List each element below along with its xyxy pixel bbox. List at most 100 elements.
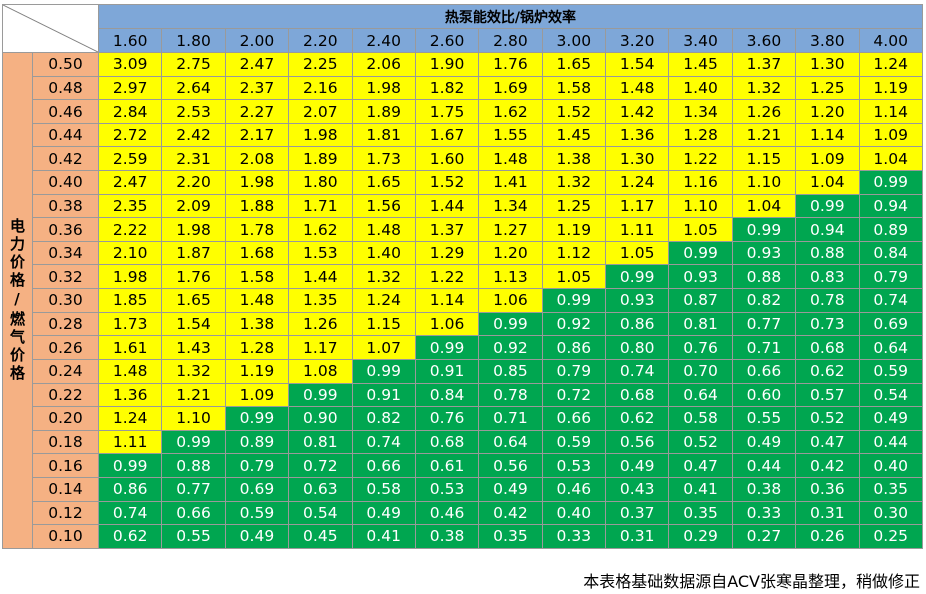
table-cell: 1.12 bbox=[542, 241, 606, 266]
table-cell: 2.22 bbox=[99, 218, 163, 242]
table-cell: 0.99 bbox=[606, 265, 670, 290]
table-cell: 1.11 bbox=[606, 218, 670, 242]
table-cell: 1.98 bbox=[162, 218, 226, 242]
column-header: 3.60 bbox=[732, 29, 797, 53]
column-header: 3.00 bbox=[542, 29, 606, 53]
table-cell: 0.85 bbox=[479, 359, 543, 384]
table-cell: 1.54 bbox=[162, 312, 226, 337]
table-cell: 1.35 bbox=[289, 289, 353, 313]
table-cell: 1.14 bbox=[796, 123, 860, 148]
table-cell: 0.99 bbox=[99, 454, 163, 478]
column-header: 2.80 bbox=[479, 29, 543, 53]
table-cell: 0.86 bbox=[99, 477, 163, 502]
table-cell: 1.22 bbox=[415, 265, 480, 290]
table-cell: 0.88 bbox=[162, 454, 226, 478]
table-cell: 0.91 bbox=[415, 359, 480, 384]
table-cell: 0.76 bbox=[415, 407, 480, 431]
table-cell: 0.54 bbox=[859, 383, 923, 408]
table-cell: 1.40 bbox=[669, 76, 733, 101]
table-cell: 0.49 bbox=[479, 477, 543, 502]
table-cell: 1.44 bbox=[289, 265, 353, 290]
table-cell: 1.54 bbox=[606, 53, 670, 77]
table-cell: 0.91 bbox=[352, 383, 416, 408]
table-cell: 0.76 bbox=[669, 336, 733, 360]
table-cell: 0.53 bbox=[415, 477, 480, 502]
table-cell: 1.25 bbox=[542, 194, 606, 219]
table-cell: 1.87 bbox=[162, 241, 226, 266]
table-cell: 0.52 bbox=[669, 430, 733, 455]
table-cell: 0.49 bbox=[225, 525, 290, 549]
table-cell: 2.84 bbox=[99, 100, 163, 124]
table-cell: 0.36 bbox=[796, 477, 860, 502]
table-cell: 0.92 bbox=[479, 336, 543, 360]
table-cell: 0.99 bbox=[859, 171, 923, 195]
column-header: 3.80 bbox=[796, 29, 860, 53]
table-cell: 0.35 bbox=[669, 501, 733, 526]
footnote: 本表格基础数据源自ACV张寒晶整理，稍做修正 bbox=[583, 572, 920, 591]
table-cell: 0.68 bbox=[415, 430, 480, 455]
table-cell: 1.21 bbox=[732, 123, 797, 148]
table-cell: 1.25 bbox=[796, 76, 860, 101]
table-cell: 1.98 bbox=[225, 171, 290, 195]
table-cell: 0.47 bbox=[669, 454, 733, 478]
table-cell: 0.74 bbox=[859, 289, 923, 313]
table-cell: 2.16 bbox=[289, 76, 353, 101]
table-cell: 0.33 bbox=[542, 525, 606, 549]
table-cell: 0.94 bbox=[796, 218, 860, 242]
table-cell: 0.57 bbox=[796, 383, 860, 408]
table-cell: 1.04 bbox=[859, 147, 923, 172]
table-cell: 1.10 bbox=[732, 171, 797, 195]
table-cell: 0.38 bbox=[415, 525, 480, 549]
table-cell: 0.66 bbox=[732, 359, 797, 384]
table-cell: 1.48 bbox=[99, 359, 163, 384]
table-cell: 0.55 bbox=[162, 525, 226, 549]
table-cell: 1.76 bbox=[479, 53, 543, 77]
table-cell: 0.64 bbox=[859, 336, 923, 360]
table-cell: 0.99 bbox=[479, 312, 543, 337]
table-cell: 0.89 bbox=[225, 430, 290, 455]
table-cell: 0.81 bbox=[669, 312, 733, 337]
table-cell: 0.41 bbox=[352, 525, 416, 549]
table-cell: 1.05 bbox=[606, 241, 670, 266]
row-header: 0.16 bbox=[33, 454, 99, 478]
table-cell: 2.59 bbox=[99, 147, 163, 172]
table-cell: 1.88 bbox=[225, 194, 290, 219]
row-header: 0.40 bbox=[33, 171, 99, 195]
table-cell: 1.19 bbox=[859, 76, 923, 101]
row-header: 0.44 bbox=[33, 123, 99, 148]
table-cell: 0.68 bbox=[606, 383, 670, 408]
table-cell: 0.35 bbox=[859, 477, 923, 502]
table-cell: 0.72 bbox=[289, 454, 353, 478]
table-cell: 0.31 bbox=[796, 501, 860, 526]
table-cell: 1.55 bbox=[479, 123, 543, 148]
table-cell: 1.45 bbox=[669, 53, 733, 77]
row-header: 0.26 bbox=[33, 336, 99, 360]
column-header: 2.60 bbox=[415, 29, 480, 53]
row-header: 0.46 bbox=[33, 100, 99, 124]
table-cell: 1.24 bbox=[99, 407, 163, 431]
table-cell: 1.56 bbox=[352, 194, 416, 219]
table-cell: 0.44 bbox=[732, 454, 797, 478]
table-cell: 0.66 bbox=[352, 454, 416, 478]
table-cell: 0.82 bbox=[732, 289, 797, 313]
table-cell: 0.66 bbox=[542, 407, 606, 431]
table-cell: 1.26 bbox=[289, 312, 353, 337]
table-cell: 1.05 bbox=[669, 218, 733, 242]
table-cell: 1.58 bbox=[542, 76, 606, 101]
table-cell: 0.89 bbox=[859, 218, 923, 242]
table-cell: 1.43 bbox=[162, 336, 226, 360]
table-cell: 0.60 bbox=[732, 383, 797, 408]
table-cell: 1.90 bbox=[415, 53, 480, 77]
corner-diagonal bbox=[3, 5, 98, 52]
table-cell: 1.11 bbox=[99, 430, 163, 455]
table-cell: 0.92 bbox=[542, 312, 606, 337]
table-cell: 1.65 bbox=[542, 53, 606, 77]
table-cell: 1.98 bbox=[352, 76, 416, 101]
table-cell: 0.86 bbox=[606, 312, 670, 337]
table-cell: 1.07 bbox=[352, 336, 416, 360]
column-header: 2.40 bbox=[352, 29, 416, 53]
row-header: 0.34 bbox=[33, 241, 99, 266]
table-cell: 1.28 bbox=[669, 123, 733, 148]
table-cell: 0.69 bbox=[225, 477, 290, 502]
table-cell: 1.36 bbox=[606, 123, 670, 148]
